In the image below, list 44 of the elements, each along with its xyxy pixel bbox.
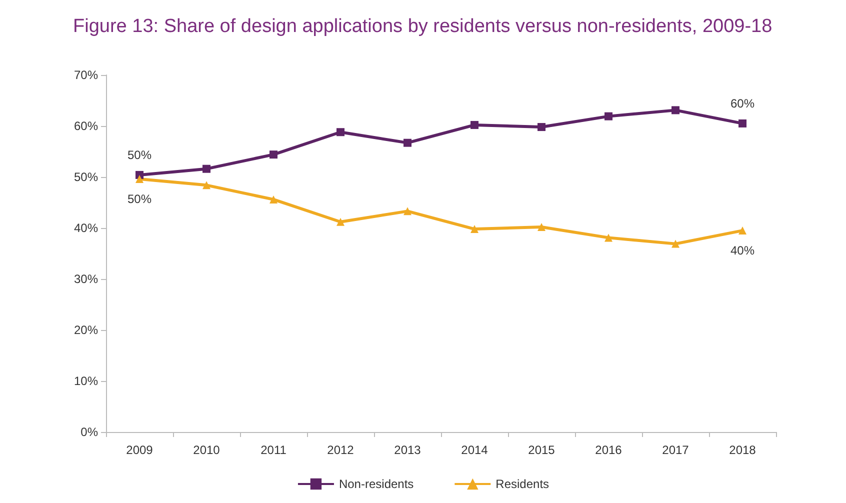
data-label: 50% (127, 192, 152, 206)
point (672, 106, 680, 114)
point (738, 119, 746, 128)
point (538, 222, 546, 231)
y-tick-label: 0% (80, 425, 98, 439)
x-tick-label: 2014 (461, 443, 488, 457)
point (202, 164, 210, 173)
data-label: 50% (127, 148, 152, 162)
data-label: 60% (730, 96, 755, 110)
y-tick-label: 70% (74, 68, 98, 82)
x-tick-label: 2011 (260, 443, 287, 457)
y-tick-label: 40% (74, 221, 98, 235)
x-tick-label: 2016 (595, 443, 622, 457)
point (202, 181, 210, 190)
point (404, 138, 412, 147)
y-tick-label: 60% (74, 119, 98, 133)
point (538, 123, 546, 132)
legend-label: Residents (496, 477, 550, 491)
chart-title: Figure 13: Share of design applications by residents versus non-residents, 2009-18 (73, 16, 772, 37)
y-tick-label: 20% (74, 323, 98, 337)
x-tick-label: 2015 (528, 443, 556, 457)
point (738, 226, 746, 235)
point (270, 195, 278, 204)
point (136, 175, 144, 184)
point (470, 225, 478, 234)
point (336, 128, 344, 136)
point (672, 240, 680, 248)
x-tick-label: 2009 (126, 443, 154, 457)
x-tick-label: 2013 (394, 443, 422, 457)
x-tick-label: 2018 (729, 443, 756, 457)
point (270, 150, 278, 159)
point (604, 234, 612, 242)
point (336, 218, 344, 226)
point (604, 112, 612, 120)
legend-label: Non-residents (338, 477, 414, 491)
point (404, 207, 412, 216)
y-tick-label: 50% (74, 170, 98, 184)
point (470, 120, 478, 129)
y-tick-label: 30% (74, 272, 98, 286)
y-tick-label: 10% (74, 374, 98, 388)
x-tick-label: 2012 (327, 443, 354, 457)
x-tick-label: 2017 (662, 443, 690, 457)
data-label: 40% (730, 244, 755, 258)
x-tick-label: 2010 (193, 443, 220, 457)
